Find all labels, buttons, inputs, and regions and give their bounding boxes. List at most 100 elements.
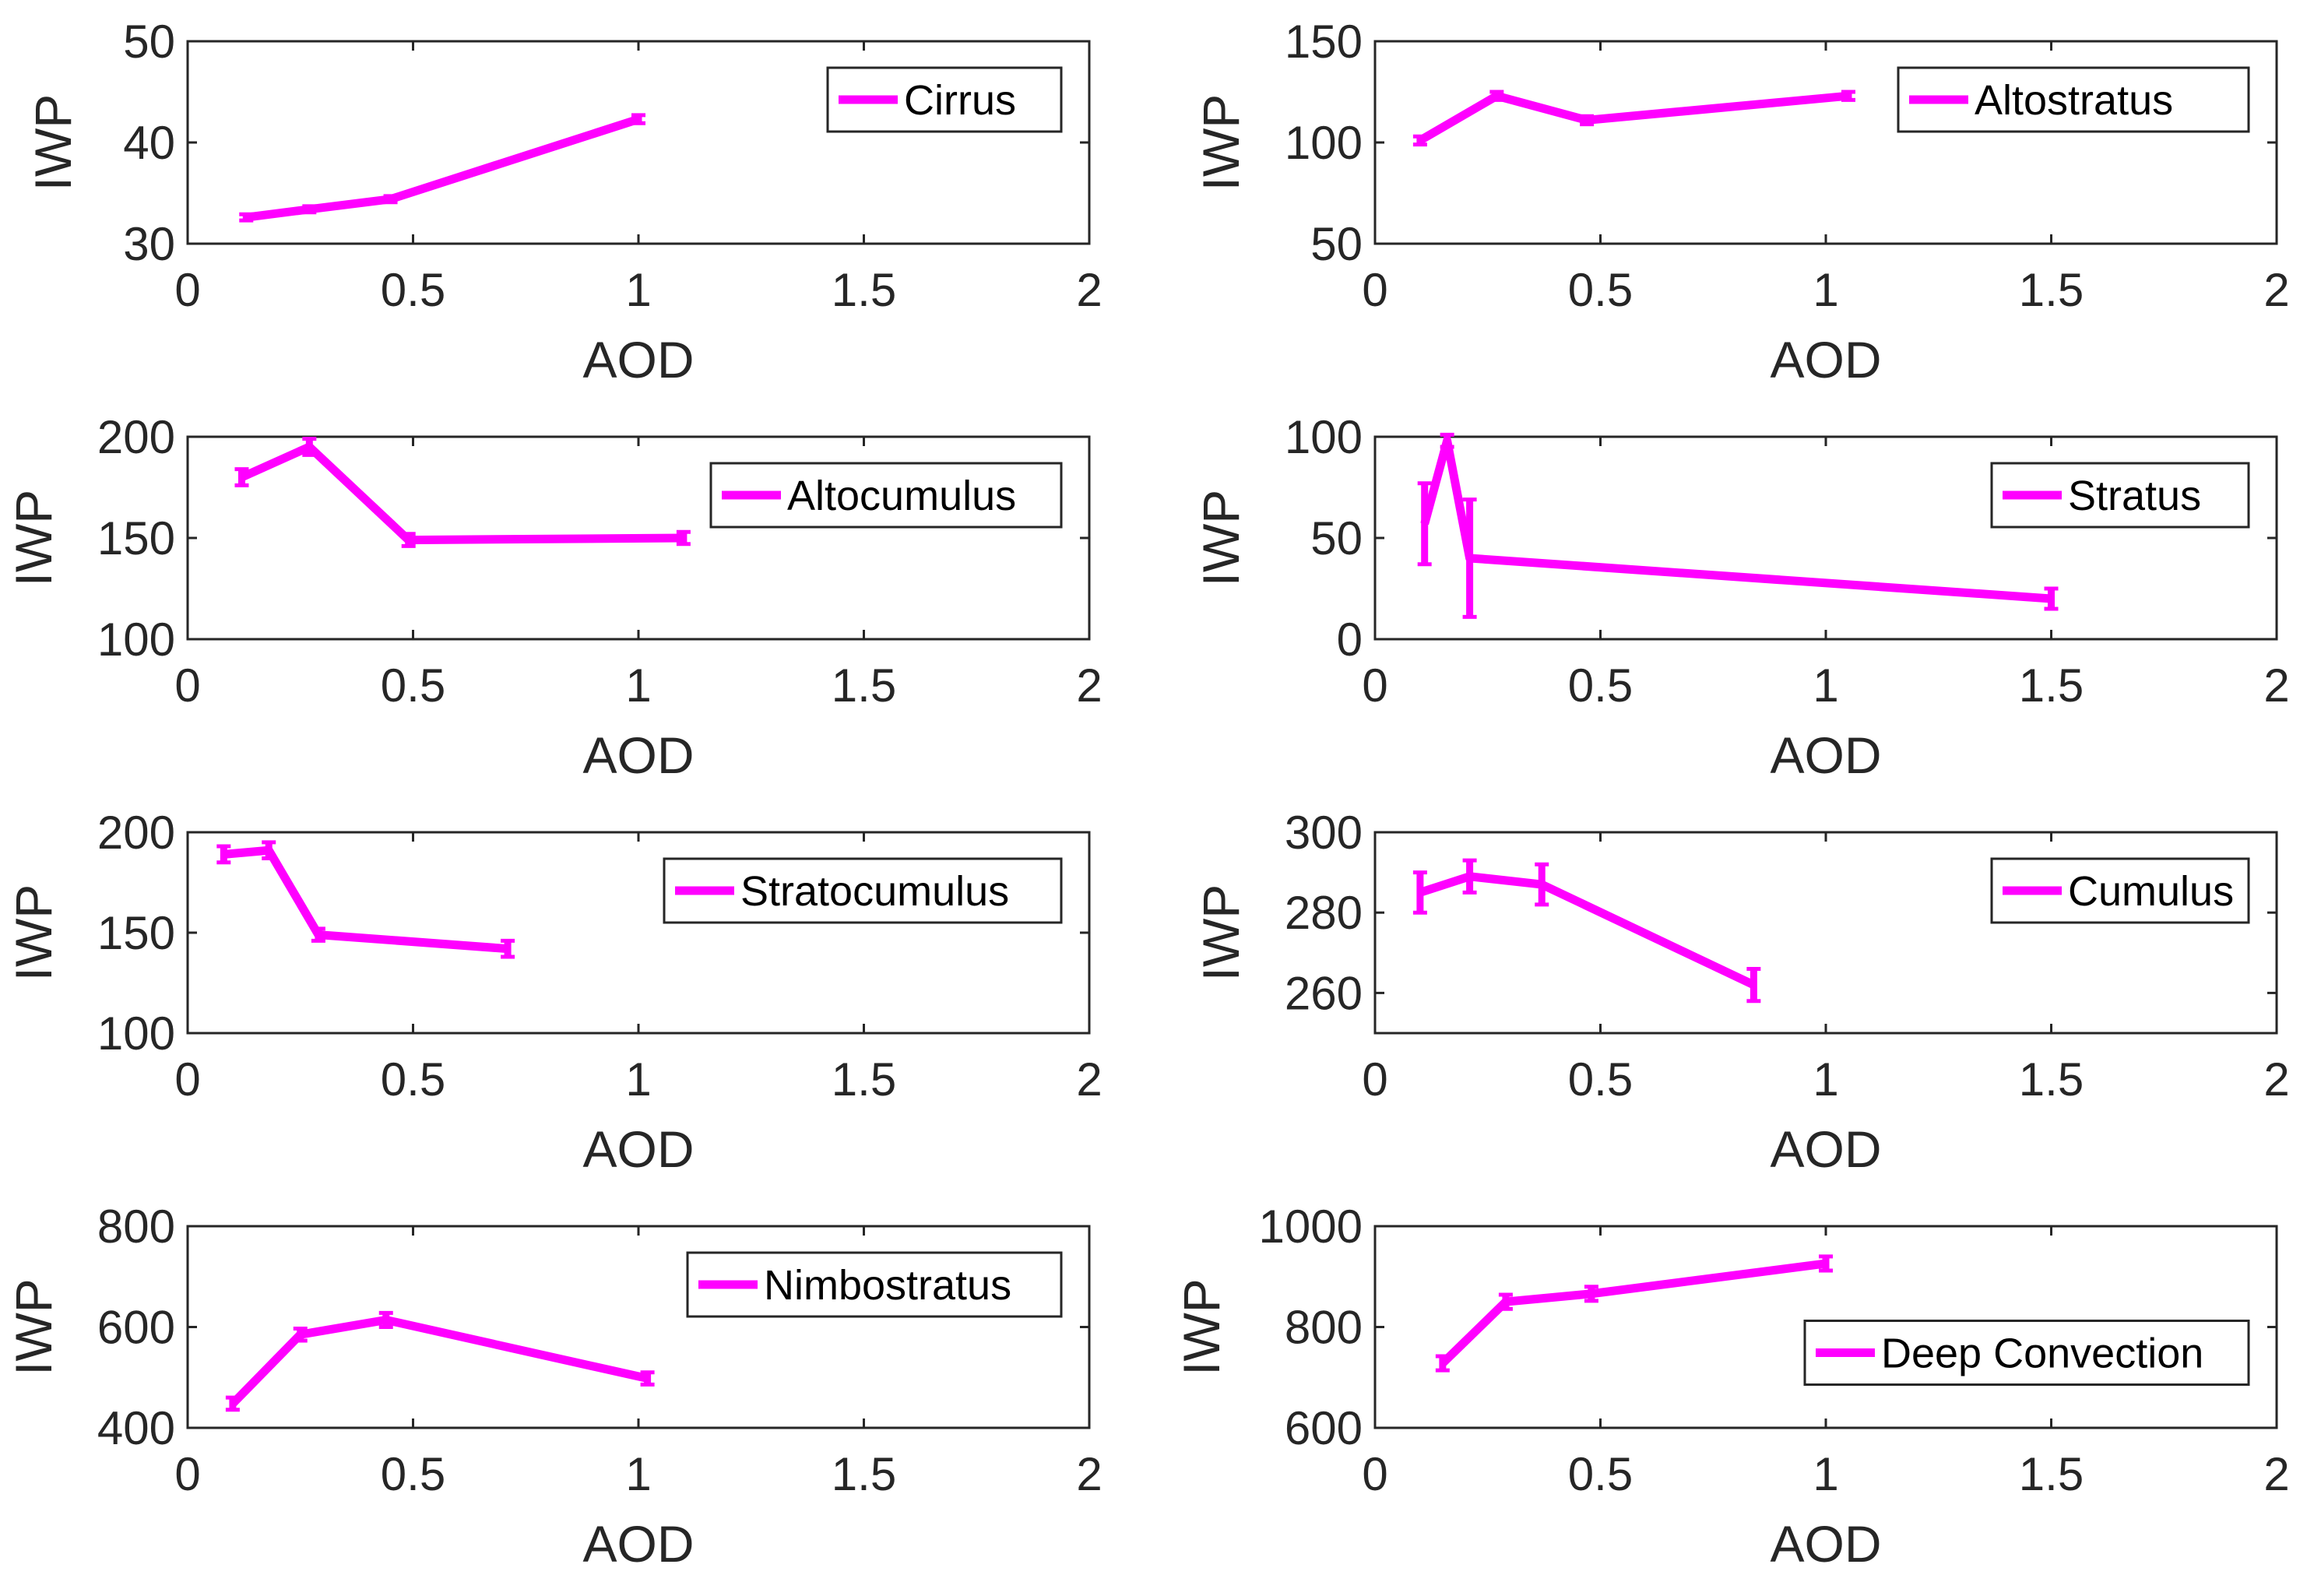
legend-label: Stratus (2068, 473, 2201, 519)
x-tick-label: 1.5 (2019, 1053, 2084, 1106)
x-tick-label: 2 (1076, 1053, 1102, 1106)
x-tick-label: 0 (1362, 264, 1387, 316)
legend-label: Altostratus (1975, 77, 2173, 124)
y-tick-label: 300 (1285, 807, 1363, 859)
y-tick-label: 150 (1285, 16, 1363, 68)
legend-label: Altocumulus (787, 473, 1016, 519)
y-axis-label: IWP (1192, 490, 1250, 587)
series-line (1420, 436, 2052, 603)
subplot-stratocumulus: 0 0.5 1 1.5 2 100 150 200 AOD IWP Stratocumulus (5, 807, 1102, 1178)
legend: Cirrus (826, 66, 1063, 133)
y-tick-label: 0 (1337, 613, 1363, 666)
y-tick-label: 50 (1310, 218, 1363, 270)
x-tick-label: 1 (625, 1448, 651, 1500)
y-tick-label: 1000 (1259, 1201, 1363, 1253)
x-tick-label: 0.5 (1568, 1448, 1633, 1500)
x-tick-label: 1.5 (832, 659, 896, 712)
x-axis-label: AOD (1770, 1120, 1881, 1178)
legend: Nimbostratus (686, 1251, 1063, 1318)
y-tick-label: 200 (97, 807, 175, 859)
legend: Deep Convection (1803, 1320, 2250, 1386)
y-tick-label: 260 (1285, 967, 1363, 1019)
x-axis-label: AOD (582, 331, 694, 388)
x-tick-label: 0 (174, 1448, 200, 1500)
x-tick-label: 1 (625, 1053, 651, 1106)
legend-label: Cirrus (904, 77, 1016, 124)
x-tick-label: 2 (2263, 264, 2289, 316)
x-axis-label: AOD (1770, 1515, 1881, 1573)
subplot-altocumulus: 0 0.5 1 1.5 2 100 150 200 AOD IWP Altocumulus (5, 411, 1102, 784)
x-tick-label: 1.5 (2019, 659, 2084, 712)
series-line (223, 845, 508, 954)
x-tick-label: 2 (2263, 659, 2289, 712)
x-tick-label: 0 (174, 1053, 200, 1106)
y-axis-label: IWP (1173, 1278, 1230, 1376)
x-tick-label: 0.5 (1568, 659, 1633, 712)
legend-box (1803, 1320, 2250, 1386)
y-axis-label: IWP (5, 490, 62, 587)
subplot-cirrus: 0 0.5 1 1.5 2 30 40 50 AOD IWP Cirrus (24, 16, 1102, 388)
y-tick-label: 400 (97, 1402, 175, 1454)
x-axis-label: AOD (582, 1120, 694, 1178)
series-line (1419, 872, 1756, 990)
y-tick-label: 30 (123, 218, 175, 270)
x-tick-label: 2 (1076, 659, 1102, 712)
x-tick-label: 2 (2263, 1448, 2289, 1500)
x-tick-label: 1 (1813, 264, 1838, 316)
legend: Stratus (1990, 462, 2250, 529)
x-tick-label: 1.5 (832, 1448, 896, 1500)
subplot-nimbostratus: 0 0.5 1 1.5 2 400 600 800 AOD IWP Nimbostratus (5, 1201, 1102, 1573)
y-axis-label: IWP (1192, 884, 1250, 982)
x-tick-label: 0.5 (381, 1053, 445, 1106)
y-tick-label: 100 (97, 1007, 175, 1060)
x-tick-label: 0 (1362, 1053, 1387, 1106)
x-tick-label: 1 (625, 659, 651, 712)
x-axis-label: AOD (1770, 726, 1881, 784)
y-axis-label: IWP (5, 884, 62, 982)
x-axis-label: AOD (1770, 331, 1881, 388)
x-axis-label: AOD (582, 726, 694, 784)
series-line (1418, 91, 1849, 145)
y-tick-label: 600 (1285, 1402, 1363, 1454)
y-tick-label: 200 (97, 411, 175, 463)
subplot-cumulus: 0 0.5 1 1.5 2 260 280 300 AOD IWP Cumulus (1192, 807, 2290, 1178)
x-tick-label: 1.5 (2019, 264, 2084, 316)
x-tick-label: 1.5 (832, 264, 896, 316)
y-tick-label: 40 (123, 117, 175, 169)
x-tick-label: 1 (625, 264, 651, 316)
subplot-stratus: 0 0.5 1 1.5 2 0 50 100 AOD IWP Stratus (1192, 411, 2290, 784)
x-axis-label: AOD (582, 1515, 694, 1573)
legend-label: Deep Convection (1881, 1331, 2203, 1377)
series-line (229, 1315, 649, 1407)
x-tick-label: 0.5 (1568, 264, 1633, 316)
x-tick-label: 0 (174, 659, 200, 712)
x-tick-label: 0 (1362, 659, 1387, 712)
x-tick-label: 1 (1813, 1053, 1838, 1106)
x-tick-label: 1 (1813, 1448, 1838, 1500)
x-tick-label: 2 (2263, 1053, 2289, 1106)
series-line (245, 114, 640, 222)
legend-label: Stratocumulus (740, 868, 1009, 915)
x-tick-label: 1.5 (2019, 1448, 2084, 1500)
y-tick-label: 50 (123, 16, 175, 68)
x-tick-label: 0.5 (381, 659, 445, 712)
series-line (1440, 1259, 1827, 1367)
x-tick-label: 2 (1076, 1448, 1102, 1500)
subplot-deep-convection: 0 0.5 1 1.5 2 600 800 1000 AOD IWP Deep Convection (1173, 1201, 2290, 1573)
x-tick-label: 0 (1362, 1448, 1387, 1500)
y-tick-label: 800 (1285, 1302, 1363, 1354)
legend-label: Nimbostratus (764, 1262, 1011, 1309)
legend-box (709, 462, 1063, 529)
legend: Stratocumulus (663, 857, 1063, 924)
legend-label: Cumulus (2068, 868, 2234, 915)
y-tick-label: 800 (97, 1201, 175, 1253)
y-axis-label: IWP (5, 1278, 62, 1376)
series-line (240, 442, 684, 545)
subplot-altostratus: 0 0.5 1 1.5 2 50 100 150 AOD IWP Altostratus (1192, 16, 2290, 388)
y-tick-label: 150 (97, 512, 175, 564)
x-tick-label: 0.5 (381, 1448, 445, 1500)
y-tick-label: 600 (97, 1302, 175, 1354)
legend: Altocumulus (709, 462, 1063, 529)
y-axis-label: IWP (24, 94, 82, 192)
